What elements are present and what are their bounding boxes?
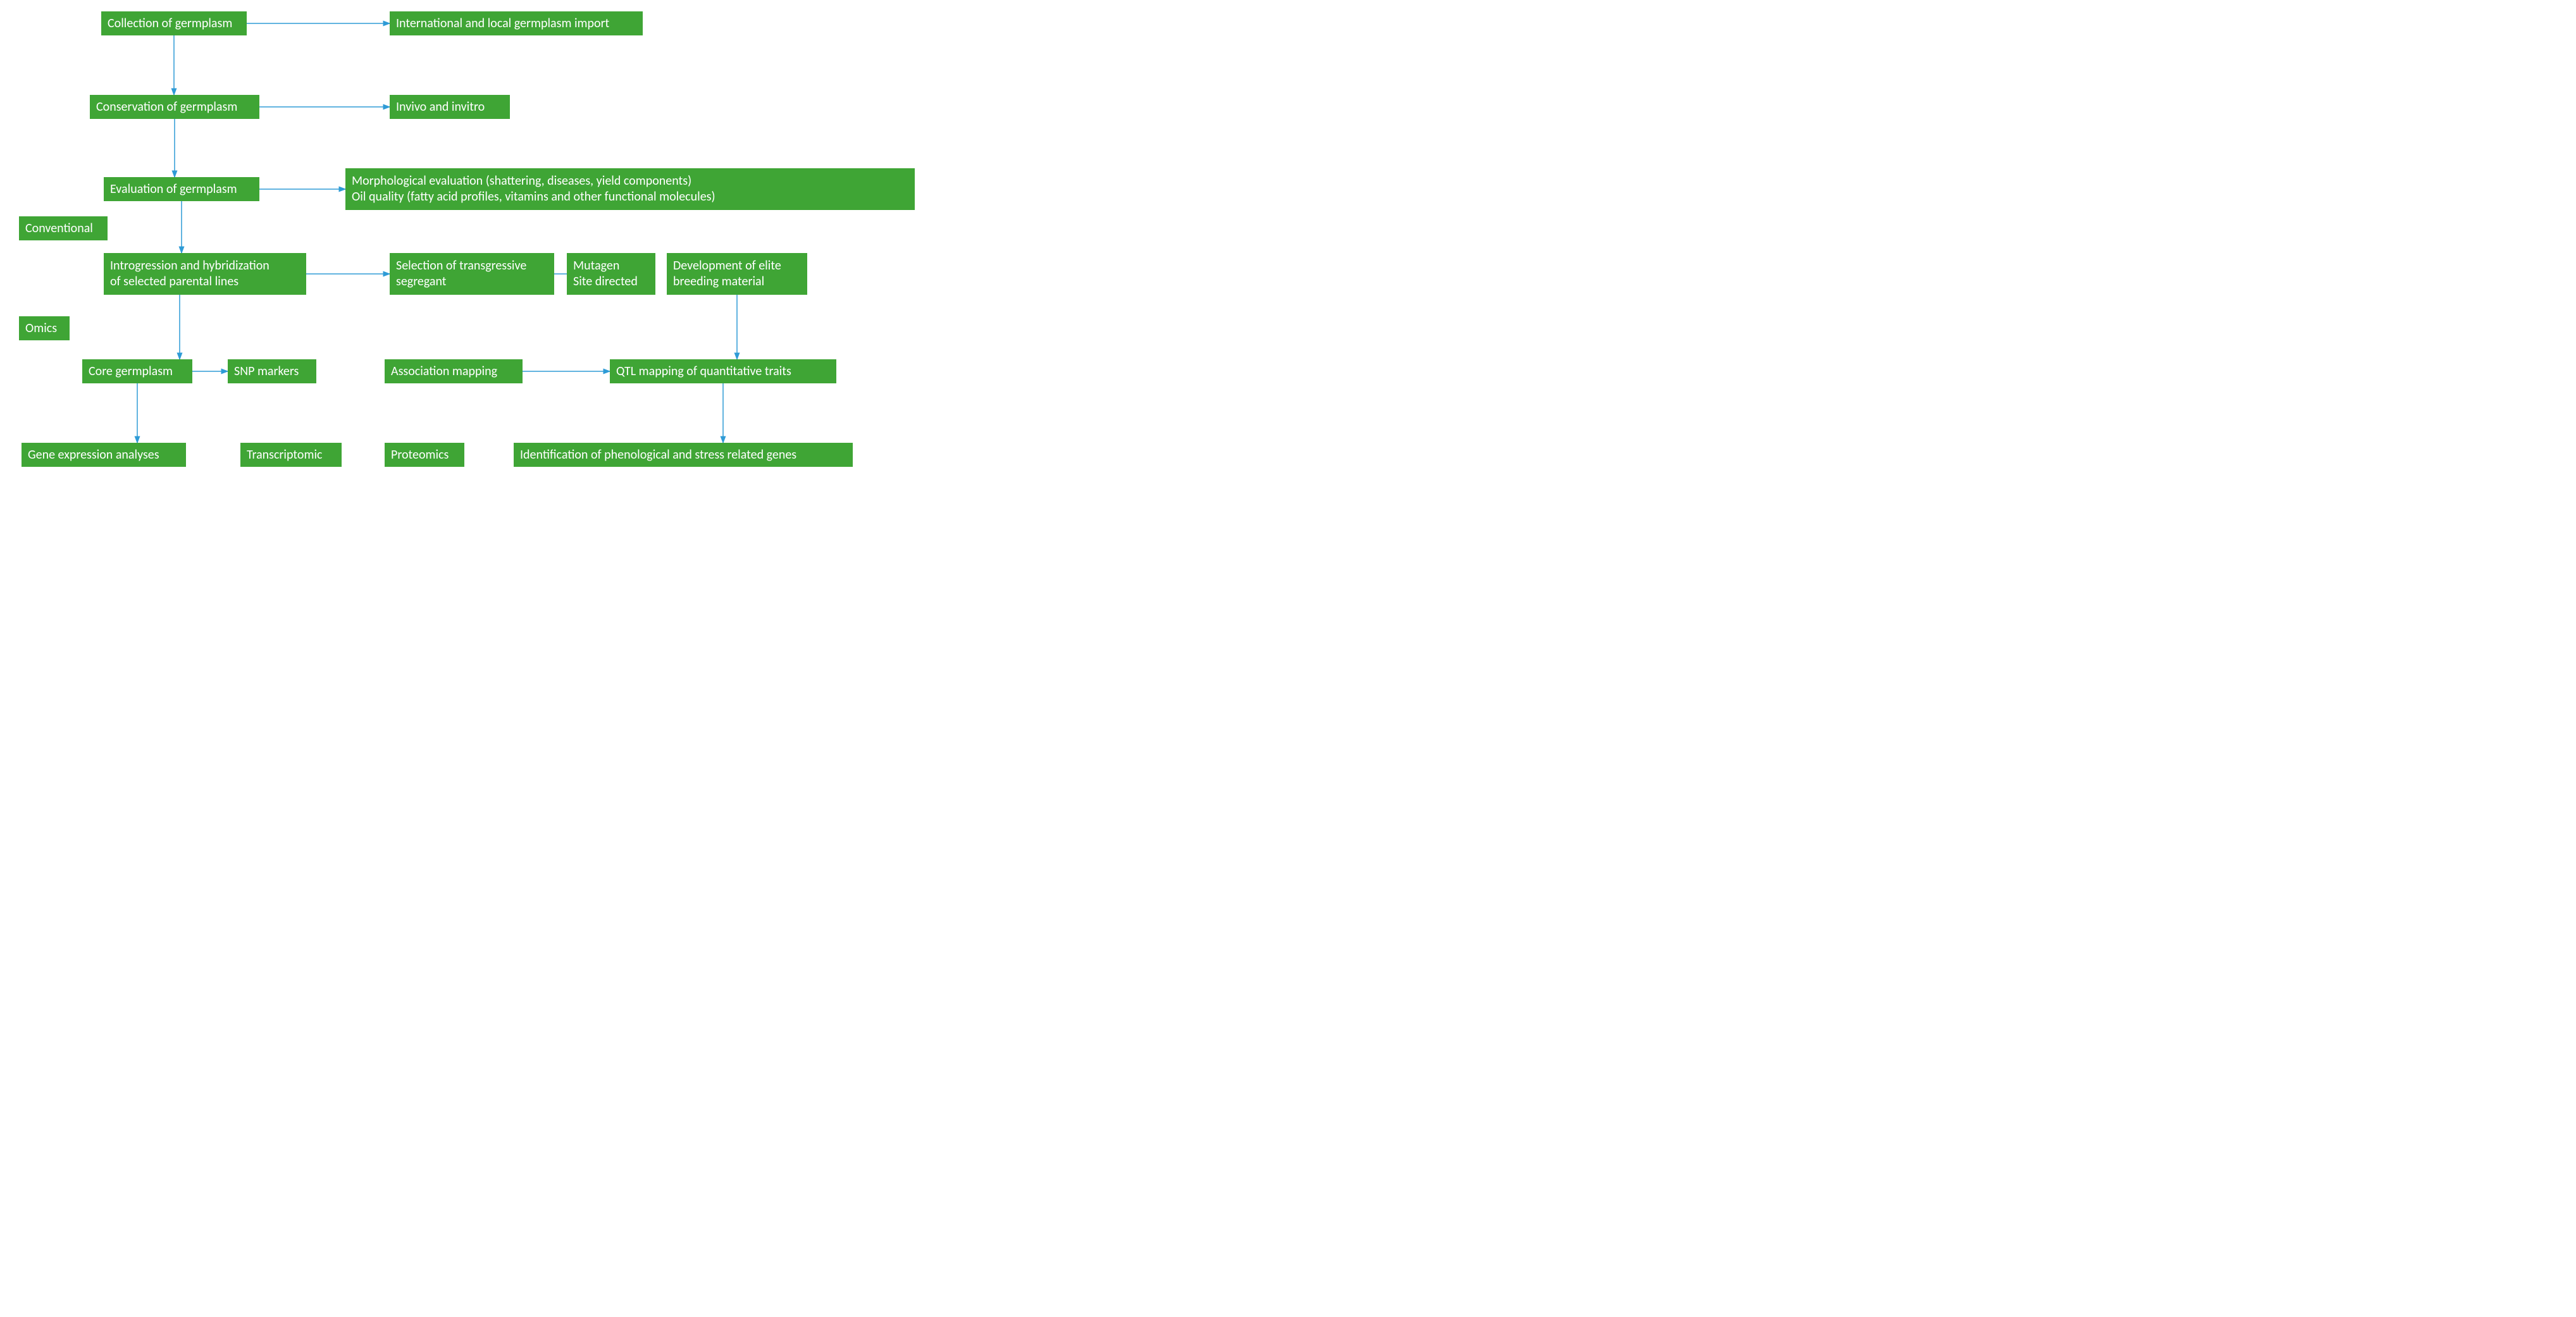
node-omics: Omics [19, 316, 70, 340]
node-transgressive: Selection of transgressive segregant [390, 253, 554, 295]
arrows-layer [0, 0, 936, 481]
node-transcriptomic: Transcriptomic [240, 443, 342, 467]
node-conventional: Conventional [19, 216, 108, 240]
node-core: Core germplasm [82, 359, 192, 383]
node-evaluation: Evaluation of germplasm [104, 177, 259, 201]
node-import: International and local germplasm import [390, 11, 643, 35]
node-identification: Identification of phenological and stres… [514, 443, 853, 467]
node-gene_expr: Gene expression analyses [22, 443, 186, 467]
node-introgression: Introgression and hybridization of selec… [104, 253, 306, 295]
node-conservation: Conservation of germplasm [90, 95, 259, 119]
node-invivo: Invivo and invitro [390, 95, 510, 119]
node-mutagen: Mutagen Site directed [567, 253, 655, 295]
node-collection: Collection of germplasm [101, 11, 247, 35]
node-assoc: Association mapping [385, 359, 523, 383]
node-qtl: QTL mapping of quantitative traits [610, 359, 836, 383]
node-elite: Development of elite breeding material [667, 253, 807, 295]
flowchart-canvas: Collection of germplasm International and… [0, 0, 936, 481]
node-snp: SNP markers [228, 359, 316, 383]
node-eval_detail: Morphological evaluation (shattering, di… [345, 168, 915, 210]
node-proteomics: Proteomics [385, 443, 464, 467]
